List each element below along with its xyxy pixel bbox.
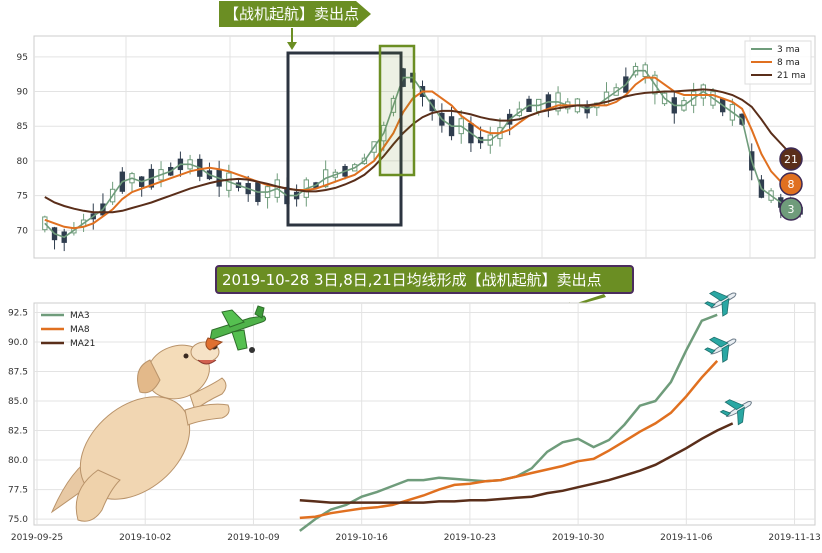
bottom-legend-label: MA3: [70, 311, 90, 321]
airplane-icon: [719, 399, 752, 426]
top-y-tick-labels: 70 75 80 85 90 95: [17, 53, 29, 236]
top-candlestick-panel: 70 75 80 85 90 95 3 ma 8 ma 21 ma 21 8 3: [17, 35, 816, 259]
end-marker-label: 21: [784, 153, 798, 166]
top-y-tick-label: 70: [17, 226, 29, 236]
top-y-tick-label: 75: [17, 192, 28, 202]
bottom-ma-lines: [299, 313, 734, 532]
bottom-x-tick-label: 2019-10-23: [444, 533, 496, 543]
toy-airplane-icon: [205, 305, 267, 353]
bottom-legend: MA3 MA8 MA21: [41, 311, 95, 349]
bottom-y-tick-label: 90.0: [8, 338, 28, 348]
bottom-line-panel: 75.0 77.5 80.0 82.5 85.0 87.5 90.0 92.5 2019-09…: [8, 290, 821, 543]
top-y-tick-label: 80: [17, 157, 29, 167]
cartoon-puppy-holding-airplane-icon: [50, 305, 267, 522]
bottom-x-tick-label: 2019-09-25: [11, 533, 63, 543]
highlight-box-dark: [286, 51, 403, 227]
top-legend-label: 21 ma: [777, 71, 806, 81]
bottom-series-line-3: [299, 422, 734, 504]
mid-banner-box: [215, 265, 634, 294]
bottom-y-tick-label: 92.5: [8, 308, 28, 318]
bottom-legend-label: MA8: [70, 325, 90, 335]
bottom-series-line-2: [299, 360, 719, 520]
bottom-y-tick-label: 75.0: [8, 515, 28, 525]
top-y-tick-label: 95: [17, 53, 28, 63]
top-series-line-3: [44, 88, 801, 214]
top-legend-label: 3 ma: [777, 45, 800, 55]
bottom-y-tick-label: 87.5: [8, 367, 28, 377]
top-banner-text: 【战机起航】卖出点: [224, 5, 359, 23]
end-value-markers: 21 8 3: [779, 147, 803, 221]
top-y-tick-label: 90: [17, 88, 29, 98]
bottom-x-tick-label: 2019-10-16: [336, 533, 389, 543]
bottom-x-tick-labels: 2019-09-25 2019-10-02 2019-10-09 2019-10-16…: [11, 533, 821, 543]
pointer-arrow-icon: [287, 28, 297, 50]
top-banner-shape: [219, 1, 371, 27]
bottom-x-tick-label: 2019-10-30: [552, 533, 605, 543]
top-plot-area: [33, 35, 816, 259]
bottom-x-tick-label: 2019-11-06: [660, 533, 713, 543]
mid-banner-text: 2019-10-28 3日,8日,21日均线形成【战机起航】卖出点: [222, 271, 602, 289]
bottom-y-tick-label: 82.5: [8, 427, 28, 437]
mid-banner: 2019-10-28 3日,8日,21日均线形成【战机起航】卖出点: [215, 265, 634, 311]
bottom-y-tick-labels: 75.0 77.5 80.0 82.5 85.0 87.5 90.0 92.5: [8, 308, 28, 525]
airplane-icons: [704, 290, 752, 426]
bottom-x-tick-label: 2019-10-02: [119, 533, 171, 543]
bottom-legend-label: MA21: [70, 339, 95, 349]
top-legend: 3 ma 8 ma 21 ma: [744, 40, 812, 85]
airplane-icon: [704, 290, 737, 317]
bottom-x-tick-label: 2019-11-13: [768, 533, 820, 543]
bottom-y-tick-label: 85.0: [8, 397, 28, 407]
top-y-tick-label: 85: [17, 122, 28, 132]
end-marker-label: 8: [788, 178, 795, 191]
end-marker-3: [779, 197, 803, 221]
end-marker-label: 3: [788, 203, 795, 216]
end-marker-21: [779, 147, 803, 171]
bottom-x-tick-label: 2019-10-09: [227, 533, 280, 543]
airplane-icon: [704, 336, 737, 363]
top-banner: 【战机起航】卖出点: [219, 1, 371, 50]
bottom-y-tick-label: 77.5: [8, 486, 28, 496]
end-marker-8: [779, 172, 803, 196]
top-ma-lines: [44, 69, 801, 239]
highlight-box-green: [378, 44, 416, 177]
bottom-y-tick-label: 80.0: [8, 456, 28, 466]
top-legend-label: 8 ma: [777, 58, 800, 68]
